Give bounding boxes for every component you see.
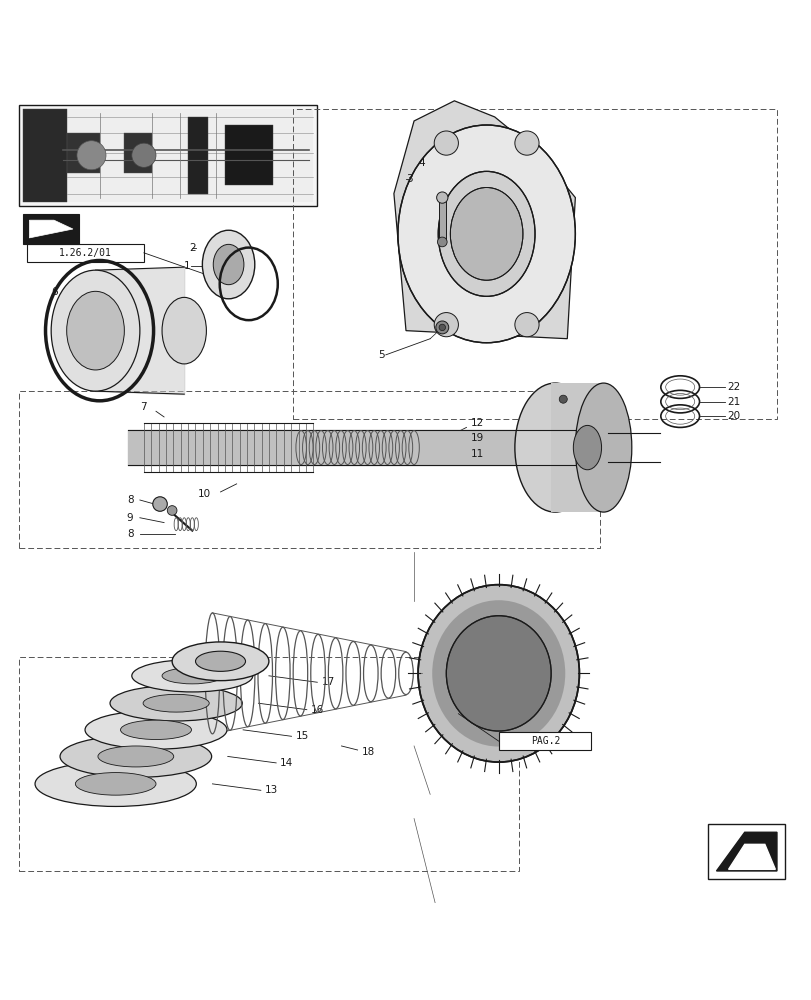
Ellipse shape xyxy=(98,746,174,767)
Ellipse shape xyxy=(143,694,209,712)
Text: 10: 10 xyxy=(197,489,211,499)
Bar xyxy=(23,214,79,244)
Bar xyxy=(123,133,152,173)
Text: 11: 11 xyxy=(470,449,483,459)
Bar xyxy=(551,383,603,512)
Ellipse shape xyxy=(131,660,252,692)
Bar xyxy=(23,109,313,202)
Circle shape xyxy=(77,141,106,170)
Text: PAG.2: PAG.2 xyxy=(530,736,560,746)
Polygon shape xyxy=(715,832,776,871)
Ellipse shape xyxy=(202,230,255,299)
Text: 6: 6 xyxy=(51,287,58,297)
Circle shape xyxy=(559,395,567,403)
Text: 9: 9 xyxy=(127,513,133,523)
Ellipse shape xyxy=(573,425,601,470)
Text: 4: 4 xyxy=(418,158,424,168)
Circle shape xyxy=(131,143,156,167)
Circle shape xyxy=(514,131,539,155)
Polygon shape xyxy=(29,220,73,238)
Text: 5: 5 xyxy=(377,350,384,360)
Bar xyxy=(293,109,776,419)
Text: 1: 1 xyxy=(184,261,191,271)
Circle shape xyxy=(437,237,447,247)
Text: 2: 2 xyxy=(190,243,196,253)
Text: 21: 21 xyxy=(726,397,740,407)
Bar xyxy=(707,824,784,879)
Text: 1.26.2/01: 1.26.2/01 xyxy=(59,248,112,258)
Ellipse shape xyxy=(35,761,196,806)
Ellipse shape xyxy=(51,270,139,391)
Bar xyxy=(27,244,144,262)
Text: 22: 22 xyxy=(726,382,740,392)
Circle shape xyxy=(152,497,167,511)
Ellipse shape xyxy=(213,244,243,285)
Text: 12: 12 xyxy=(470,418,483,428)
Circle shape xyxy=(436,321,448,334)
Bar xyxy=(498,732,590,750)
Text: 18: 18 xyxy=(361,747,375,757)
Text: 7: 7 xyxy=(71,308,78,318)
Text: 8: 8 xyxy=(127,529,133,539)
Bar xyxy=(19,105,317,206)
Text: 7: 7 xyxy=(139,402,146,412)
Text: 14: 14 xyxy=(280,758,293,768)
Ellipse shape xyxy=(397,125,575,343)
Circle shape xyxy=(434,313,458,337)
Text: 19: 19 xyxy=(470,433,483,443)
Bar xyxy=(225,125,272,185)
Ellipse shape xyxy=(162,297,206,364)
Bar xyxy=(19,657,518,871)
Ellipse shape xyxy=(514,383,594,512)
Text: 3: 3 xyxy=(406,174,412,184)
Circle shape xyxy=(436,192,448,203)
Circle shape xyxy=(514,313,539,337)
Ellipse shape xyxy=(418,585,579,762)
Ellipse shape xyxy=(110,685,242,721)
Ellipse shape xyxy=(60,735,212,777)
Text: 16: 16 xyxy=(311,705,324,715)
Circle shape xyxy=(167,506,177,515)
Polygon shape xyxy=(393,101,575,339)
Circle shape xyxy=(439,324,445,331)
Ellipse shape xyxy=(438,171,534,296)
Ellipse shape xyxy=(172,642,268,681)
Ellipse shape xyxy=(575,383,631,512)
Text: 13: 13 xyxy=(264,785,278,795)
Polygon shape xyxy=(727,844,775,869)
Ellipse shape xyxy=(450,188,522,280)
Bar xyxy=(67,133,100,173)
Bar xyxy=(19,391,599,548)
Ellipse shape xyxy=(195,651,245,671)
Bar xyxy=(23,109,67,202)
Ellipse shape xyxy=(446,616,551,731)
Ellipse shape xyxy=(120,720,191,740)
Ellipse shape xyxy=(431,600,564,747)
Text: 8: 8 xyxy=(127,495,133,505)
Ellipse shape xyxy=(85,710,227,749)
Ellipse shape xyxy=(75,773,156,795)
Text: 17: 17 xyxy=(321,677,334,687)
Ellipse shape xyxy=(67,291,124,370)
Ellipse shape xyxy=(162,668,222,684)
Text: 15: 15 xyxy=(295,731,308,741)
Circle shape xyxy=(434,131,458,155)
Text: 20: 20 xyxy=(726,411,739,421)
Bar xyxy=(188,117,208,194)
Bar xyxy=(439,198,445,242)
